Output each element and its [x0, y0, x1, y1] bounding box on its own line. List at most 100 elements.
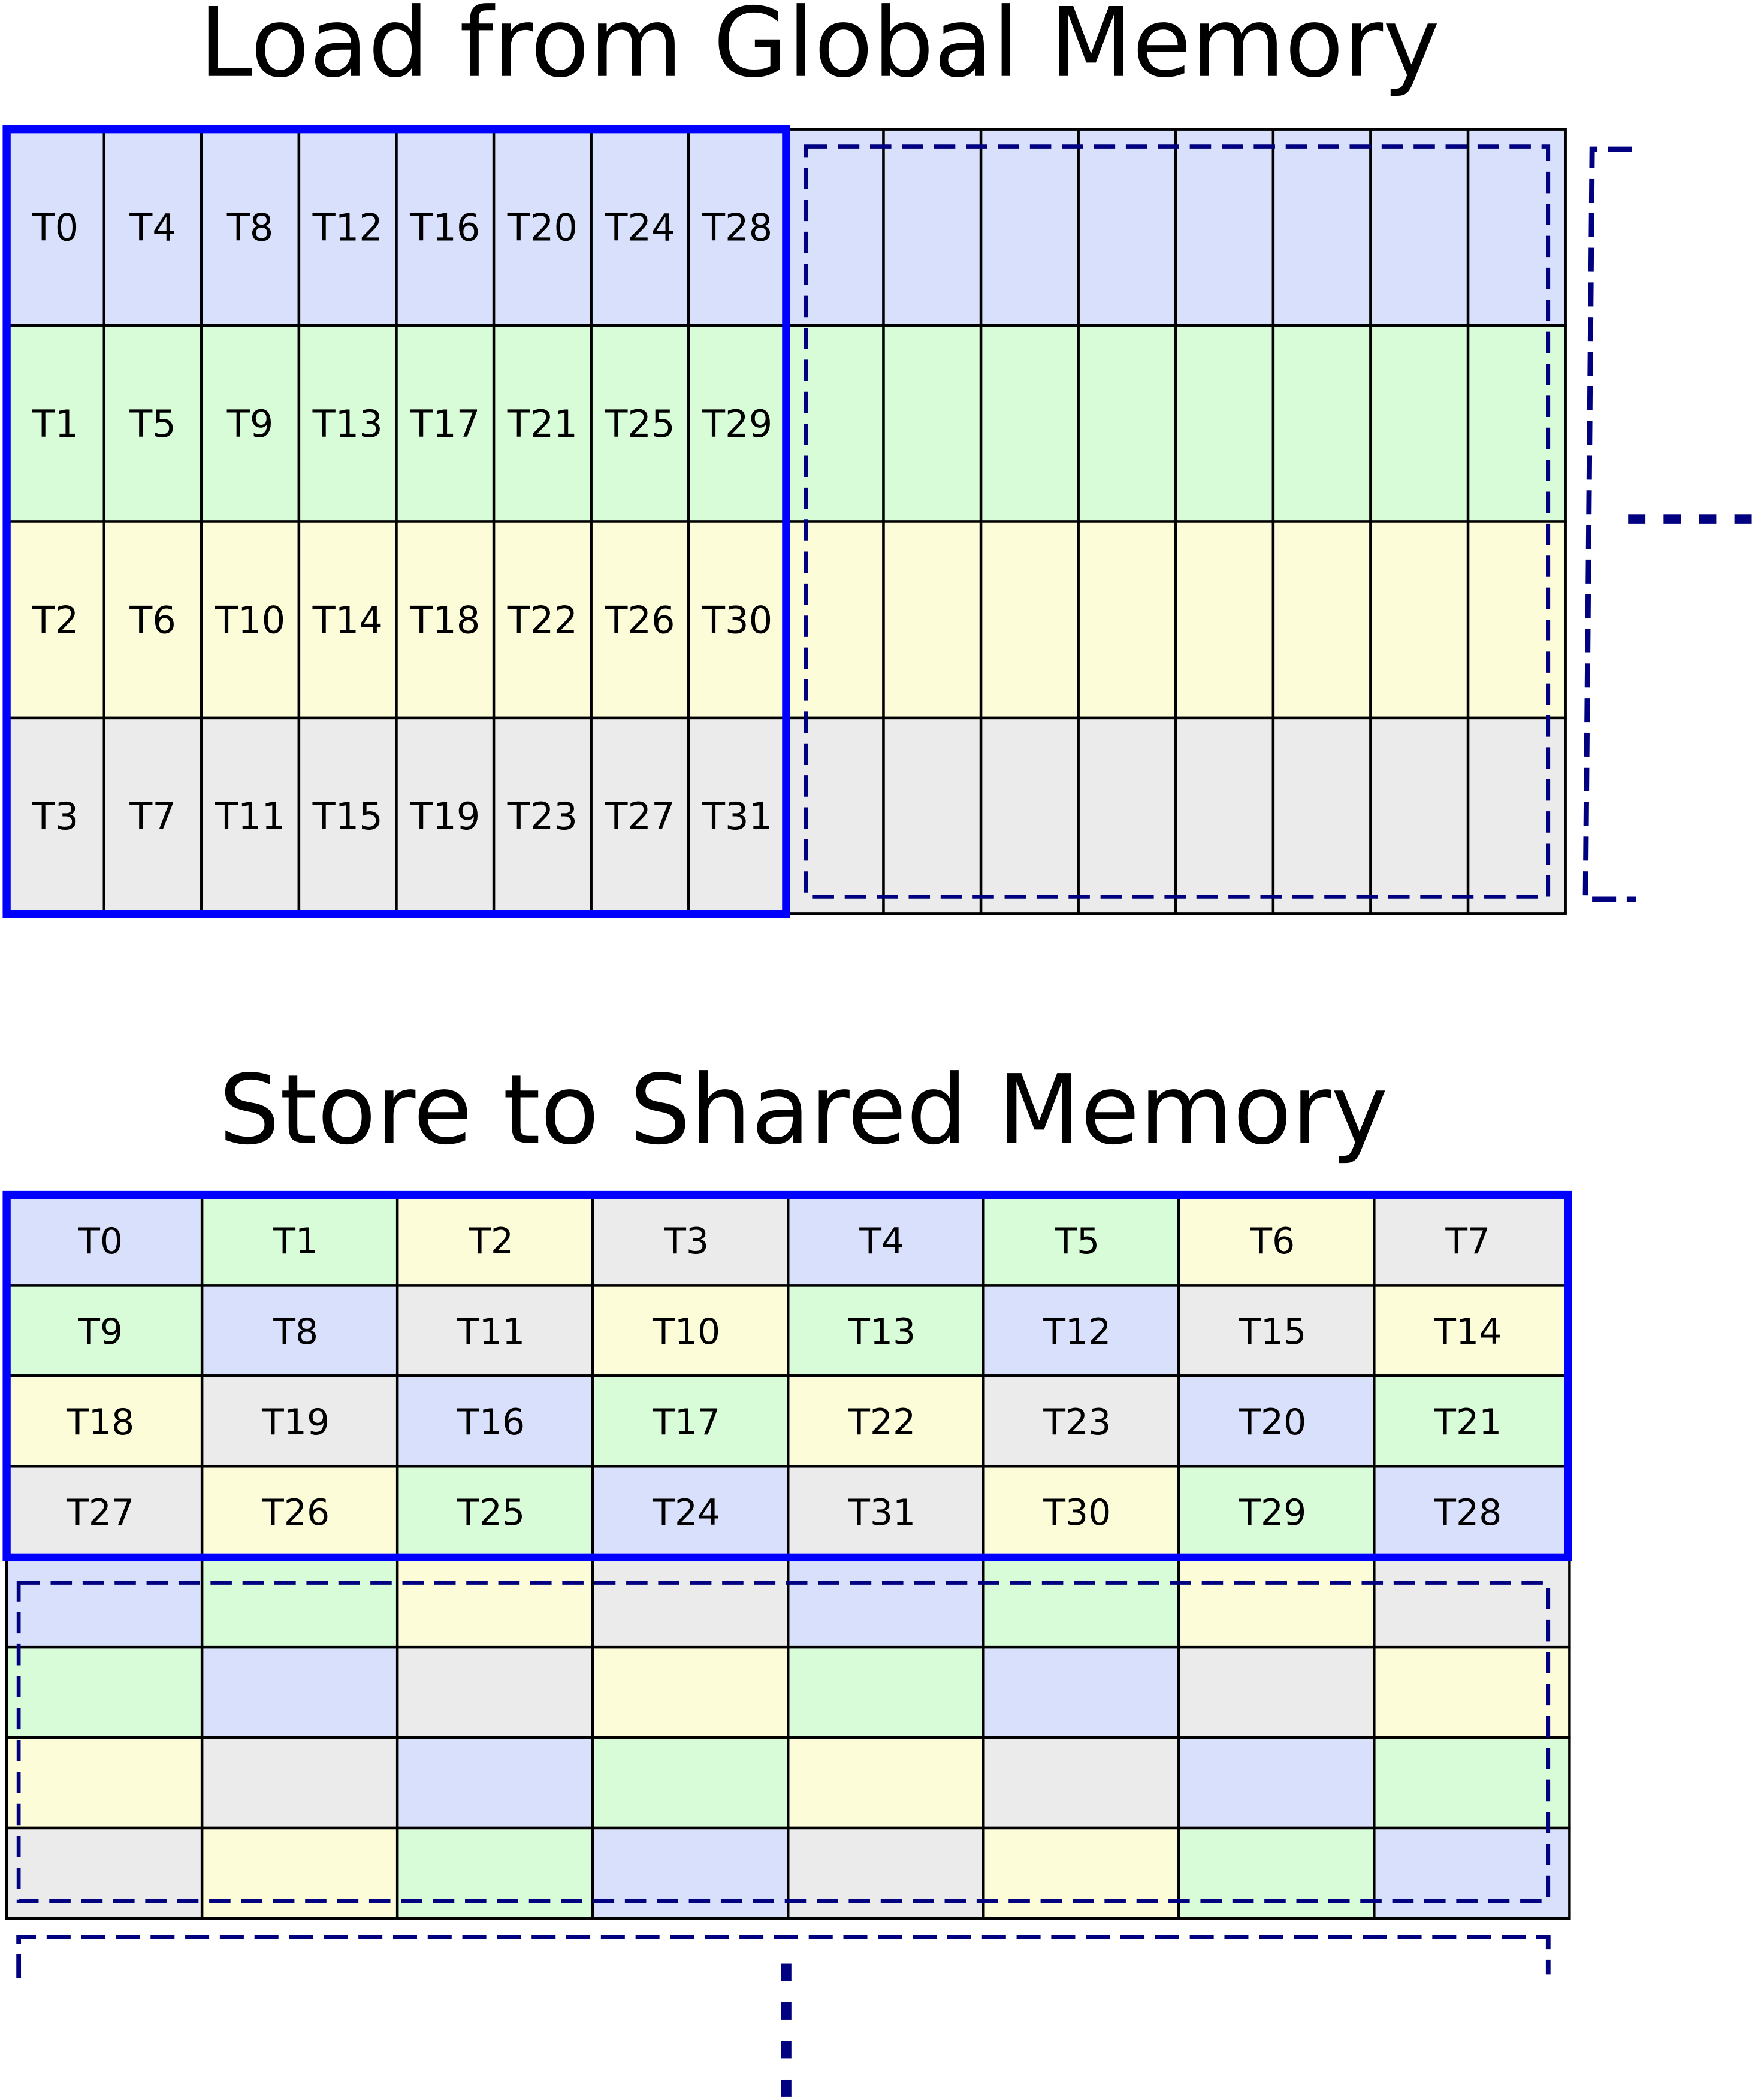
thread-label: T18 [66, 1401, 134, 1443]
empty-cell [395, 1555, 594, 1649]
empty-cell [979, 324, 1080, 523]
empty-cell [1466, 128, 1567, 327]
empty-cell [395, 1826, 594, 1920]
thread-cell [395, 716, 496, 915]
empty-cell [1373, 1826, 1571, 1920]
thread-label: T10 [652, 1311, 720, 1353]
thread-label: T14 [1433, 1311, 1502, 1353]
thread-label: T30 [702, 598, 772, 642]
empty-cell [1466, 520, 1567, 720]
ellipsis-dot [1699, 514, 1717, 524]
continuation-ellipsis [1628, 514, 1752, 524]
thread-label: T21 [507, 402, 578, 446]
thread-cell [787, 1284, 985, 1377]
thread-cell [492, 716, 593, 915]
thread-label: T1 [273, 1220, 318, 1262]
empty-cell [591, 1826, 790, 1920]
empty-cell [882, 520, 983, 720]
empty-cell [1077, 520, 1177, 720]
empty-cell [1177, 1555, 1376, 1649]
thread-cell [395, 1465, 594, 1558]
empty-cell [784, 716, 885, 915]
thread-cell [5, 716, 105, 915]
thread-cell [200, 1374, 399, 1468]
thread-label: T22 [847, 1401, 916, 1443]
thread-label: T20 [1238, 1401, 1306, 1443]
thread-label: T4 [129, 206, 176, 250]
empty-cell [1373, 1645, 1571, 1739]
thread-label: T0 [32, 206, 79, 250]
thread-cell [787, 1193, 985, 1287]
empty-cell [979, 716, 1080, 915]
empty-cell [1466, 716, 1567, 915]
thread-label: T28 [702, 206, 772, 250]
empty-cell [1271, 128, 1372, 327]
thread-cell [591, 1465, 790, 1558]
empty-cell [1177, 1736, 1376, 1830]
store-overlay [2, 1190, 1572, 2097]
next-tile-dashed-outline [804, 144, 1551, 899]
ellipsis-dot [1734, 514, 1752, 524]
thread-label: T13 [847, 1311, 916, 1353]
empty-cell [1077, 324, 1177, 523]
thread-label: T12 [1043, 1311, 1111, 1353]
thread-cell [1373, 1374, 1571, 1468]
thread-label: T25 [457, 1492, 525, 1534]
thread-cell [200, 716, 301, 915]
empty-cell [5, 1826, 204, 1920]
thread-label: T27 [604, 794, 675, 838]
empty-cell [5, 1555, 204, 1649]
thread-cell [982, 1193, 1180, 1287]
thread-cell [200, 324, 301, 523]
empty-cell [1174, 128, 1275, 327]
thread-label: T9 [77, 1311, 123, 1353]
thread-label: T3 [663, 1220, 709, 1262]
load-title: Load from Global Memory [199, 0, 1440, 99]
thread-cell [787, 1465, 985, 1558]
thread-cell [395, 324, 496, 523]
empty-cell [591, 1645, 790, 1739]
empty-cell [1174, 324, 1275, 523]
thread-label: T6 [1249, 1220, 1295, 1262]
thread-label: T14 [312, 598, 383, 642]
empty-cell [5, 1645, 204, 1739]
empty-cell [982, 1555, 1180, 1649]
thread-label: T11 [457, 1311, 525, 1353]
thread-label: T23 [1043, 1401, 1111, 1443]
thread-cell [982, 1465, 1180, 1558]
empty-cell [395, 1645, 594, 1739]
thread-label: T24 [652, 1492, 720, 1534]
ellipsis-dot [781, 2079, 792, 2097]
thread-label: T29 [702, 402, 772, 446]
empty-cell [1174, 716, 1275, 915]
ellipsis-dot [781, 1963, 792, 1981]
thread-label: T11 [215, 794, 285, 838]
empty-cell [1177, 1645, 1376, 1739]
empty-cell [882, 716, 983, 915]
thread-label: T24 [604, 206, 675, 250]
empty-cell [979, 128, 1080, 327]
thread-label: T5 [129, 402, 176, 446]
thread-label: T16 [409, 206, 480, 250]
empty-cell [979, 520, 1080, 720]
thread-label: T20 [507, 206, 578, 250]
thread-label: T13 [312, 402, 383, 446]
thread-cell [591, 1284, 790, 1377]
empty-cell [1177, 1826, 1376, 1920]
thread-label: T19 [409, 794, 480, 838]
thread-label: T9 [226, 402, 274, 446]
empty-cell [200, 1736, 399, 1830]
thread-label: T1 [32, 402, 79, 446]
empty-cell [5, 1736, 204, 1830]
thread-label: T8 [226, 206, 274, 250]
empty-cell [982, 1736, 1180, 1830]
thread-cell [492, 520, 593, 720]
thread-label: T18 [409, 598, 480, 642]
thread-label: T17 [409, 402, 480, 446]
empty-cell [882, 324, 983, 523]
thread-label: T26 [261, 1492, 330, 1534]
empty-cell [982, 1826, 1180, 1920]
empty-cell [591, 1555, 790, 1649]
empty-cell [882, 128, 983, 327]
thread-label: T17 [652, 1401, 720, 1443]
